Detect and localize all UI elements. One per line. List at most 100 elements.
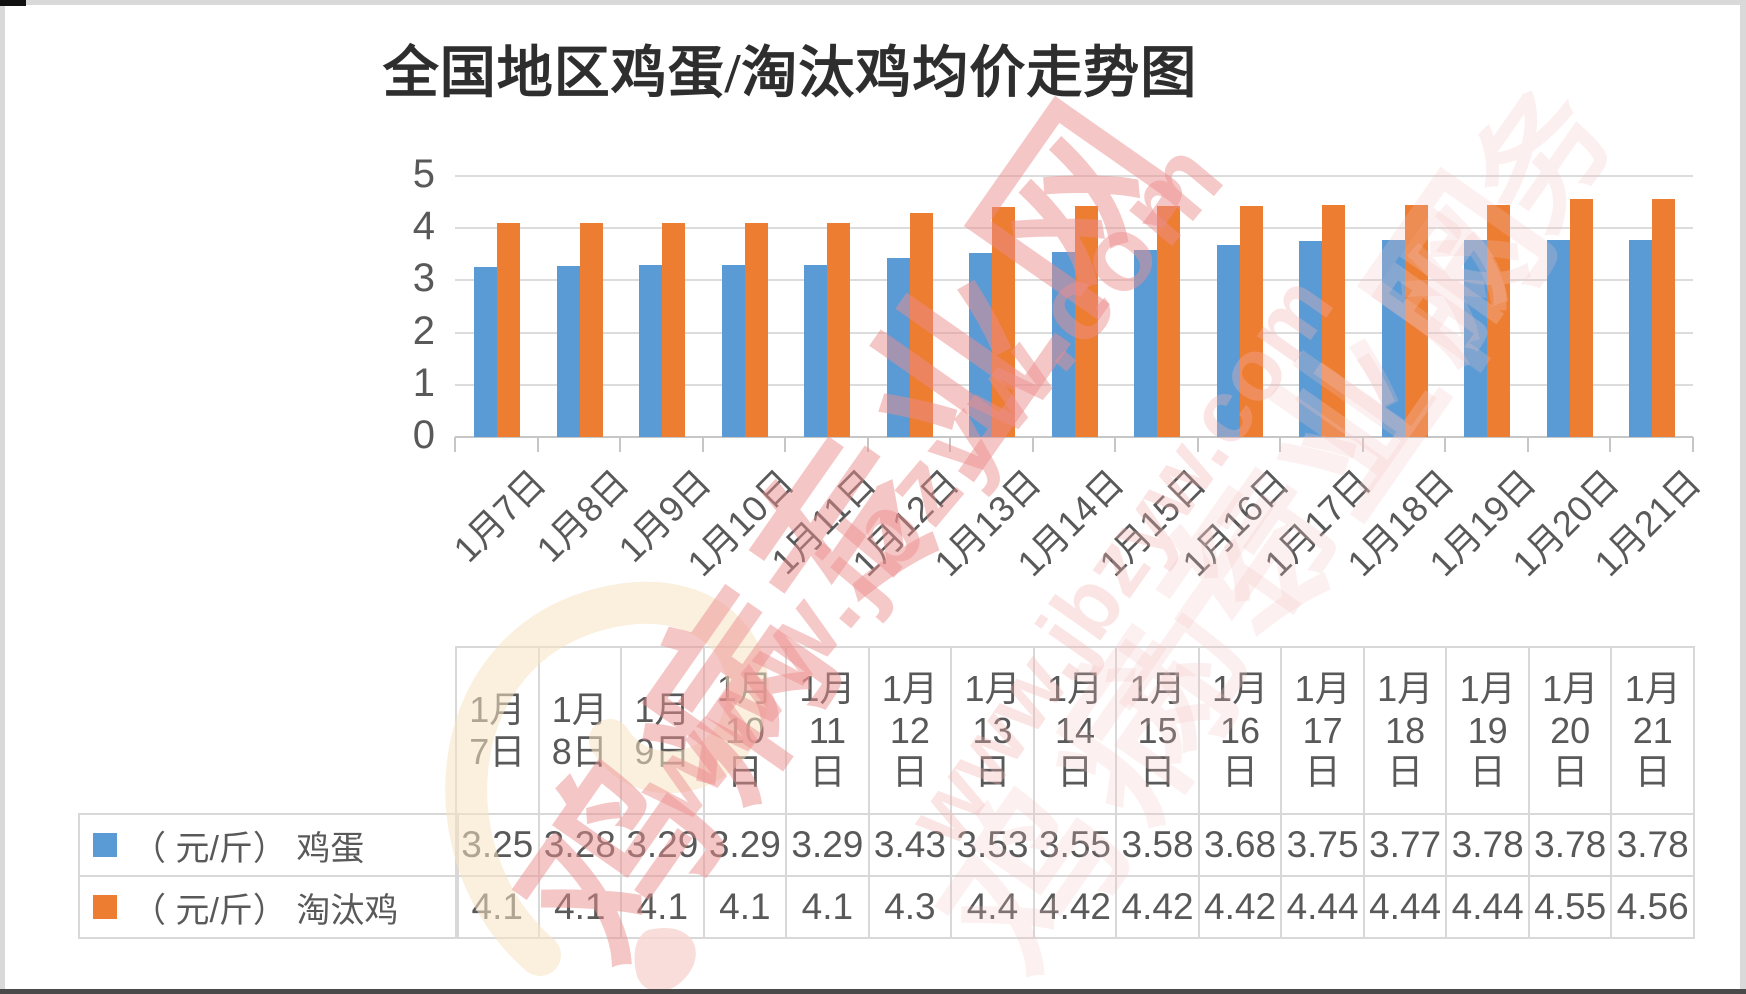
bar-chicken xyxy=(1404,205,1428,437)
table-value-cell-chicken: 4.1 xyxy=(620,875,705,939)
bar-egg xyxy=(721,265,745,437)
y-axis-tick-label: 3 xyxy=(412,256,435,301)
table-value-cell-egg: 3.43 xyxy=(867,813,953,877)
y-axis-tick-label: 5 xyxy=(412,152,435,196)
x-axis-tick xyxy=(701,437,704,452)
x-axis-tick xyxy=(536,437,539,452)
bar-egg xyxy=(969,252,993,437)
legend-label-chicken: （ 元/斤） 淘汰鸡 xyxy=(132,891,399,930)
table-date-header: 1月19日 xyxy=(1445,646,1530,815)
x-axis-tick xyxy=(866,437,869,452)
frame-border-left xyxy=(0,0,5,994)
bar-chicken xyxy=(1569,199,1593,437)
legend-swatch-chicken xyxy=(93,895,117,919)
bar-egg xyxy=(639,265,663,437)
table-value-cell-chicken: 4.44 xyxy=(1445,875,1530,939)
bar-egg xyxy=(1381,240,1405,437)
table-value-cell-chicken: 4.44 xyxy=(1362,875,1448,939)
table-date-header: 1月17日 xyxy=(1280,646,1365,815)
x-axis-tick xyxy=(1196,437,1199,452)
x-axis-tick xyxy=(1114,437,1117,452)
bar-chicken xyxy=(1074,206,1098,437)
bar-egg xyxy=(804,265,828,437)
bar-egg xyxy=(1629,239,1653,437)
table-value-cell-egg: 3.68 xyxy=(1197,813,1283,877)
bar-egg xyxy=(1464,239,1488,437)
x-axis-tick xyxy=(1361,437,1364,452)
table-date-header: 1月16日 xyxy=(1197,646,1283,815)
table-value-cell-chicken: 4.4 xyxy=(950,875,1035,939)
table-value-cell-chicken: 4.42 xyxy=(1197,875,1283,939)
table-value-cell-egg: 3.29 xyxy=(702,813,788,877)
x-axis-tick xyxy=(1279,437,1282,452)
frame-corner-mark xyxy=(0,0,26,6)
y-axis-tick-label: 0 xyxy=(412,413,435,457)
bar-egg xyxy=(1134,250,1158,437)
gridline xyxy=(455,175,1693,177)
x-axis-tick xyxy=(1526,437,1529,452)
bar-chicken xyxy=(909,212,933,437)
table-value-cell-chicken: 4.1 xyxy=(785,875,870,939)
bar-chicken xyxy=(1487,205,1511,437)
bar-chicken xyxy=(662,222,686,437)
x-axis-tick xyxy=(949,437,952,452)
bar-egg xyxy=(1051,251,1075,437)
table-value-cell-chicken: 4.1 xyxy=(537,875,623,939)
bar-egg xyxy=(1299,241,1323,437)
table-date-header: 1月11日 xyxy=(785,646,870,815)
legend-swatch-egg xyxy=(93,833,117,857)
frame-border-right xyxy=(1740,0,1746,994)
table-value-cell-egg: 3.28 xyxy=(537,813,623,877)
bar-chicken xyxy=(1652,198,1676,437)
legend-label-egg: （ 元/斤） 鸡蛋 xyxy=(132,829,365,868)
table-date-header: 1月9日 xyxy=(620,646,705,815)
table-value-cell-egg: 3.55 xyxy=(1032,813,1118,877)
y-axis-tick-label: 2 xyxy=(412,308,435,353)
bar-chicken xyxy=(827,222,851,437)
table-value-cell-chicken: 4.56 xyxy=(1610,875,1695,939)
table-value-cell-egg: 3.58 xyxy=(1115,813,1200,877)
table-value-cell-egg: 3.78 xyxy=(1445,813,1530,877)
table-value-cell-chicken: 4.3 xyxy=(867,875,953,939)
table-value-cell-egg: 3.75 xyxy=(1280,813,1365,877)
bar-chicken xyxy=(1157,206,1181,437)
frame-border-bottom xyxy=(0,989,1746,994)
table-value-cell-egg: 3.29 xyxy=(620,813,705,877)
table-value-cell-egg: 3.25 xyxy=(455,813,540,877)
table-date-header: 1月13日 xyxy=(950,646,1035,815)
x-axis-tick xyxy=(1692,437,1694,452)
table-value-cell-chicken: 4.42 xyxy=(1032,875,1118,939)
x-axis-tick xyxy=(619,437,622,452)
bar-chicken xyxy=(579,222,603,437)
bar-egg xyxy=(1216,244,1240,437)
table-date-header: 1月21日 xyxy=(1610,646,1695,815)
bar-chicken xyxy=(1322,205,1346,437)
table-value-cell-chicken: 4.55 xyxy=(1527,875,1613,939)
x-axis-tick xyxy=(1609,437,1612,452)
table-value-cell-egg: 3.77 xyxy=(1362,813,1448,877)
table-value-cell-egg: 3.78 xyxy=(1610,813,1695,877)
frame-border-top xyxy=(0,0,1746,5)
table-date-header: 1月18日 xyxy=(1362,646,1448,815)
bar-chicken xyxy=(992,207,1016,437)
page-title: 全国地区鸡蛋/淘汰鸡均价走势图 xyxy=(382,43,1198,105)
legend-row-egg: （ 元/斤） 鸡蛋 xyxy=(78,813,459,877)
bar-chicken xyxy=(497,222,520,437)
gridline xyxy=(455,227,1693,230)
x-axis-tick xyxy=(1031,437,1034,452)
bar-egg xyxy=(886,257,910,437)
legend-row-chicken: （ 元/斤） 淘汰鸡 xyxy=(78,875,459,939)
bar-egg xyxy=(556,265,580,437)
table-value-cell-chicken: 4.44 xyxy=(1280,875,1365,939)
table-date-header: 1月15日 xyxy=(1115,646,1200,815)
table-value-cell-chicken: 4.42 xyxy=(1115,875,1200,939)
table-date-header: 1月8日 xyxy=(537,646,623,815)
bar-chicken xyxy=(744,222,768,437)
table-date-header: 1月12日 xyxy=(867,646,953,815)
y-axis-tick-label: 4 xyxy=(412,204,435,249)
table-value-cell-chicken: 4.1 xyxy=(455,875,540,939)
x-axis-line xyxy=(455,436,1693,438)
bar-egg xyxy=(474,267,497,437)
bar-egg xyxy=(1546,239,1570,437)
